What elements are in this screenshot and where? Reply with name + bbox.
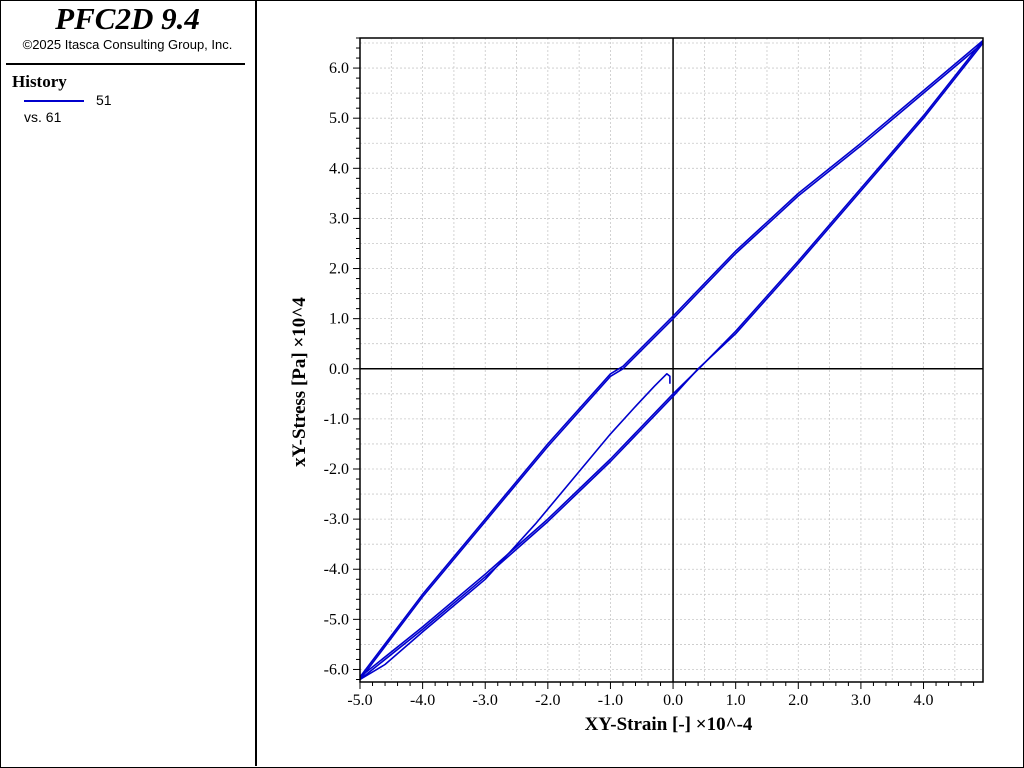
legend-heading: History — [12, 72, 67, 91]
y-tick-label: -6.0 — [324, 661, 349, 678]
y-tick-label: -1.0 — [324, 411, 349, 428]
y-tick-label: 2.0 — [329, 261, 349, 278]
y-tick-label: -3.0 — [324, 511, 349, 528]
legend-vs-label: vs. 61 — [24, 109, 62, 125]
x-tick-label: -4.0 — [410, 692, 435, 709]
sidebar: PFC2D 9.4 ©2025 Itasca Consulting Group,… — [0, 0, 257, 766]
x-axis-title: XY-Strain [-] ×10^-4 — [585, 714, 753, 735]
legend-swatch — [24, 100, 84, 102]
series-line — [359, 39, 984, 678]
series-line — [359, 42, 984, 680]
x-tick-labels: -5.0 -4.0 -3.0 -2.0 -1.0 0.0 1.0 2.0 3.0 4.0 — [347, 692, 933, 709]
x-tick-label: 1.0 — [726, 692, 746, 709]
x-tick-label: -3.0 — [473, 692, 498, 709]
y-axis-title: xY-Stress [Pa] ×10^4 — [289, 297, 310, 467]
y-tick-label: 6.0 — [329, 60, 349, 77]
y-tick-label: 5.0 — [329, 110, 349, 127]
series-line — [359, 42, 984, 681]
copyright-text: ©2025 Itasca Consulting Group, Inc. — [22, 37, 233, 52]
x-tick-label: 2.0 — [788, 692, 808, 709]
grid-lines — [360, 38, 983, 682]
series-line — [359, 373, 671, 681]
x-tick-label: -1.0 — [598, 692, 623, 709]
y-tick-label: -2.0 — [324, 461, 349, 478]
x-tick-label: -5.0 — [347, 692, 372, 709]
y-tick-labels: -6.0 -5.0 -4.0 -3.0 -2.0 -1.0 0.0 1.0 2.0 3.0 4.0 5… — [324, 60, 349, 678]
x-tick-label: -2.0 — [535, 692, 560, 709]
tick-marks — [353, 37, 975, 689]
x-tick-label: 3.0 — [851, 692, 871, 709]
series-line — [359, 40, 984, 678]
y-tick-label: -4.0 — [324, 561, 349, 578]
y-tick-label: 4.0 — [329, 160, 349, 177]
plot-border — [359, 37, 984, 683]
plot-area[interactable]: -5.0 -4.0 -3.0 -2.0 -1.0 0.0 1.0 2.0 3.0 4.0 -6.0… — [257, 0, 1022, 766]
title-divider — [6, 63, 245, 65]
legend-entry-label: 51 — [96, 92, 112, 108]
y-tick-label: -5.0 — [324, 611, 349, 628]
y-tick-label: 3.0 — [329, 210, 349, 227]
x-tick-label: 0.0 — [663, 692, 683, 709]
zero-lines — [360, 38, 983, 682]
y-tick-label: 1.0 — [329, 311, 349, 328]
y-tick-label: 0.0 — [329, 361, 349, 378]
x-tick-label: 4.0 — [914, 692, 934, 709]
app-title: PFC2D 9.4 — [55, 1, 200, 36]
series-group — [359, 39, 984, 681]
